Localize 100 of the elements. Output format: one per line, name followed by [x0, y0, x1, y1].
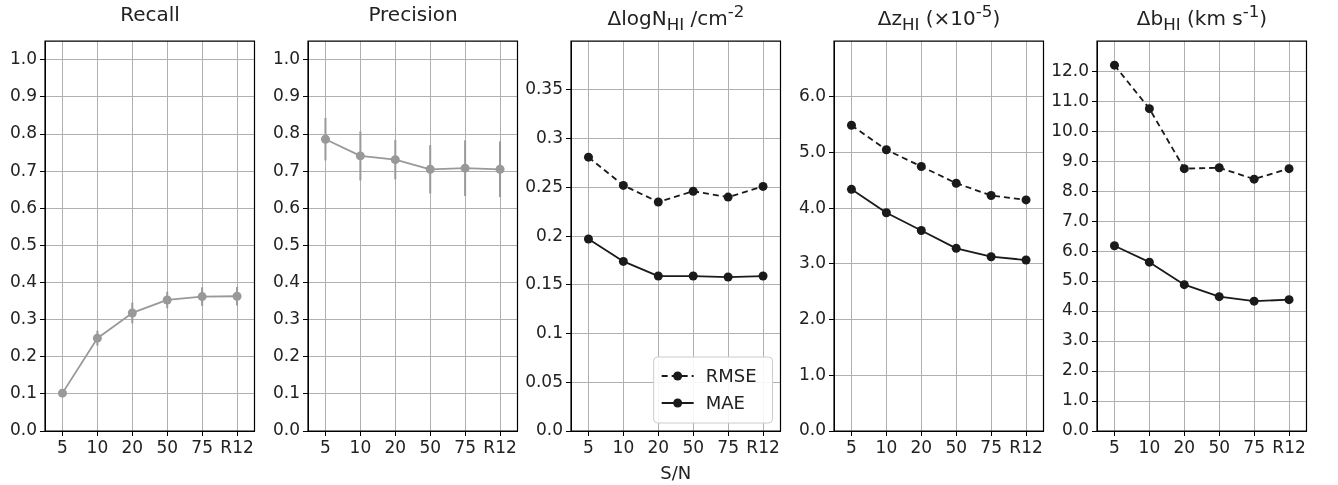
- x-tick-label: 5: [583, 436, 594, 457]
- point: [951, 178, 961, 188]
- x-tick-label: 10: [612, 436, 635, 457]
- y-tick-label: 0.0: [272, 419, 300, 440]
- point: [1214, 292, 1224, 302]
- point: [653, 197, 663, 207]
- x-tick-label: 10: [86, 436, 109, 457]
- y-tick-label: 0.3: [535, 127, 563, 148]
- y-tick-label: 5.0: [798, 140, 826, 161]
- x-tick-label: 5: [1109, 436, 1120, 457]
- point: [723, 192, 733, 202]
- y-tick-label: 0.0: [535, 419, 563, 440]
- y-tick-label: 7.0: [1061, 209, 1089, 230]
- x-tick-label: 10: [349, 436, 372, 457]
- x-tick-label: 50: [945, 436, 968, 457]
- point: [758, 271, 768, 281]
- point: [1144, 257, 1154, 267]
- y-tick-label: 2.0: [798, 308, 826, 329]
- y-tick-label: 0.3: [9, 308, 37, 329]
- y-tick-label: 2.0: [1061, 359, 1089, 380]
- x-tick-label: 5: [320, 436, 331, 457]
- y-tick-label: 4.0: [1061, 299, 1089, 320]
- x-tick-label: R12: [483, 436, 517, 457]
- point: [1249, 296, 1259, 306]
- x-tick-label: 75: [454, 436, 476, 457]
- point: [1144, 104, 1154, 114]
- x-tick-label: 20: [910, 436, 933, 457]
- x-tick-label: 50: [1208, 436, 1231, 457]
- point: [1249, 174, 1259, 184]
- x-tick-label: 5: [57, 436, 68, 457]
- y-tick-label: 8.0: [1061, 179, 1089, 200]
- y-tick-label: 12.0: [1051, 59, 1089, 80]
- y-tick-label: 1.0: [798, 363, 826, 384]
- y-tick-label: 0.0: [9, 419, 37, 440]
- y-tick-label: 0.1: [9, 382, 37, 403]
- point: [1021, 255, 1031, 265]
- point: [583, 152, 593, 162]
- point: [916, 226, 926, 236]
- y-tick-label: 0.7: [9, 159, 37, 180]
- point: [846, 184, 856, 194]
- x-tick-label: 75: [717, 436, 739, 457]
- x-tick-label: 50: [419, 436, 442, 457]
- x-tick-label: R12: [1272, 436, 1306, 457]
- point: [951, 243, 961, 253]
- y-tick-label: 0.2: [535, 224, 563, 245]
- point: [1214, 163, 1224, 173]
- point: [986, 190, 996, 200]
- y-tick-label: 0.2: [9, 345, 37, 366]
- y-tick-label: 0.5: [9, 233, 37, 254]
- y-tick-label: 0.35: [525, 78, 563, 99]
- chart-title: ΔlogN$_{HI}$ /cm$^{-2}$: [606, 2, 746, 34]
- point: [881, 145, 891, 155]
- y-tick-label: 1.0: [1061, 389, 1089, 410]
- chart-title: Recall: [119, 2, 181, 26]
- point: [688, 186, 698, 196]
- x-tick-label: 75: [1243, 436, 1265, 457]
- y-tick-label: 0.7: [272, 159, 300, 180]
- legend-label: RMSE: [705, 364, 757, 386]
- y-tick-label: 11.0: [1051, 89, 1089, 110]
- y-tick-label: 1.0: [272, 48, 300, 69]
- point: [583, 234, 593, 244]
- y-tick-label: 5.0: [1061, 269, 1089, 290]
- chart-title: Δz$_{HI}$ (×10$^{-5}$): [876, 2, 1002, 34]
- y-tick-label: 0.2: [272, 345, 300, 366]
- point: [846, 120, 856, 130]
- chart-title: Precision: [367, 2, 459, 26]
- y-tick-label: 0.1: [272, 382, 300, 403]
- y-tick-label: 0.4: [9, 270, 37, 291]
- y-tick-label: 1.0: [9, 48, 37, 69]
- point: [1284, 295, 1294, 305]
- point: [723, 272, 733, 282]
- y-tick-label: 0.0: [798, 419, 826, 440]
- y-tick-label: 3.0: [1061, 329, 1089, 350]
- x-tick-label: 20: [1173, 436, 1196, 457]
- y-tick-label: 6.0: [1061, 239, 1089, 260]
- y-tick-label: 0.1: [535, 321, 563, 342]
- point: [986, 252, 996, 262]
- point: [653, 271, 663, 281]
- y-tick-label: 0.9: [272, 85, 300, 106]
- x-tick-label: 75: [980, 436, 1002, 457]
- x-tick-label: 20: [121, 436, 144, 457]
- y-tick-label: 4.0: [798, 196, 826, 217]
- point: [618, 180, 628, 190]
- x-tick-label: 10: [875, 436, 898, 457]
- y-tick-label: 0.4: [272, 270, 300, 291]
- point: [618, 256, 628, 266]
- x-tick-label: 20: [647, 436, 670, 457]
- y-tick-label: 0.9: [9, 85, 37, 106]
- y-tick-label: 0.0: [1061, 419, 1089, 440]
- x-tick-label: 20: [384, 436, 407, 457]
- point: [1109, 60, 1119, 70]
- x-tick-label: 5: [846, 436, 857, 457]
- x-axis-title: S/N: [660, 461, 692, 483]
- y-tick-label: 0.8: [9, 122, 37, 143]
- point: [57, 388, 67, 398]
- y-tick-label: 0.05: [525, 370, 563, 391]
- y-tick-label: 0.8: [272, 122, 300, 143]
- point: [1109, 241, 1119, 251]
- y-tick-label: 0.25: [525, 175, 563, 196]
- point: [1179, 164, 1189, 174]
